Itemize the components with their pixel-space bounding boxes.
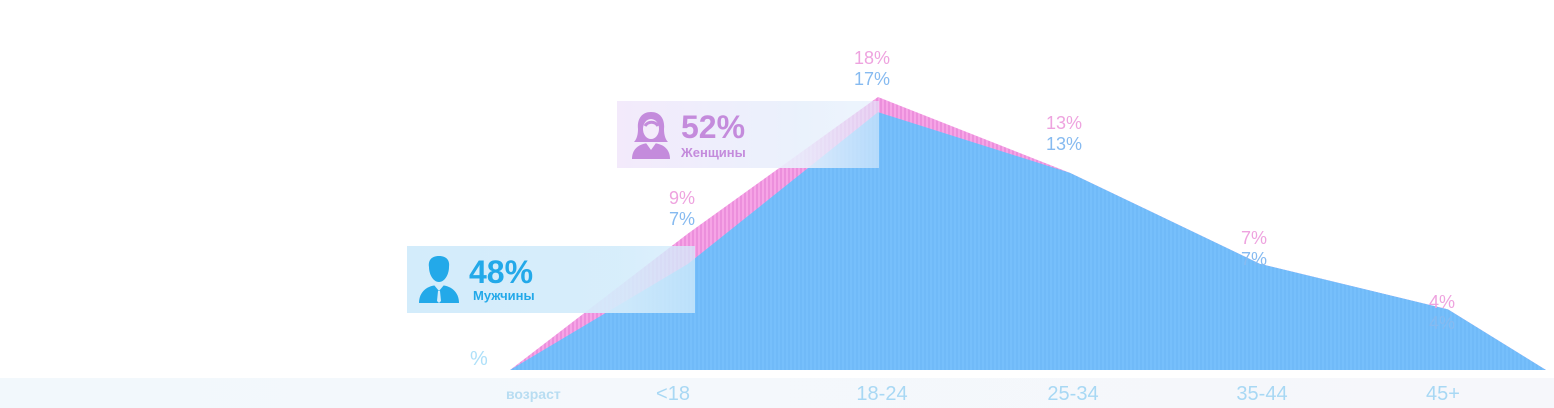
value-label-men: 13%: [1046, 134, 1082, 154]
value-label-men: 4%: [1429, 313, 1455, 333]
value-label-men: 7%: [669, 209, 695, 229]
x-axis-band: [0, 378, 1554, 408]
women-label: Женщины: [681, 145, 746, 160]
x-tick-label: 18-24: [856, 383, 907, 405]
area-men: [510, 112, 1546, 371]
value-label-women: 18%: [854, 48, 890, 68]
value-label-women: 13%: [1046, 113, 1082, 133]
man-icon: [419, 256, 459, 303]
y-unit-label: %: [470, 348, 488, 370]
x-tick-label: 35-44: [1236, 383, 1287, 405]
x-axis-title: возраст: [506, 386, 561, 402]
women-legend: 52% Женщины: [617, 101, 879, 168]
men-legend: 48% Мужчины: [407, 246, 695, 313]
value-label-women: 9%: [669, 188, 695, 208]
value-label-women: 7%: [1241, 228, 1267, 248]
woman-icon: [632, 112, 670, 159]
men-label: Мужчины: [473, 288, 535, 303]
value-label-men: 17%: [854, 69, 890, 89]
x-tick-label: 45+: [1426, 383, 1460, 405]
women-percent: 52%: [681, 109, 746, 145]
value-label-men: 7%: [1241, 249, 1267, 269]
x-tick-label: <18: [656, 383, 690, 405]
x-tick-label: 25-34: [1047, 383, 1098, 405]
men-percent: 48%: [469, 254, 534, 290]
value-label-women: 4%: [1429, 292, 1455, 312]
